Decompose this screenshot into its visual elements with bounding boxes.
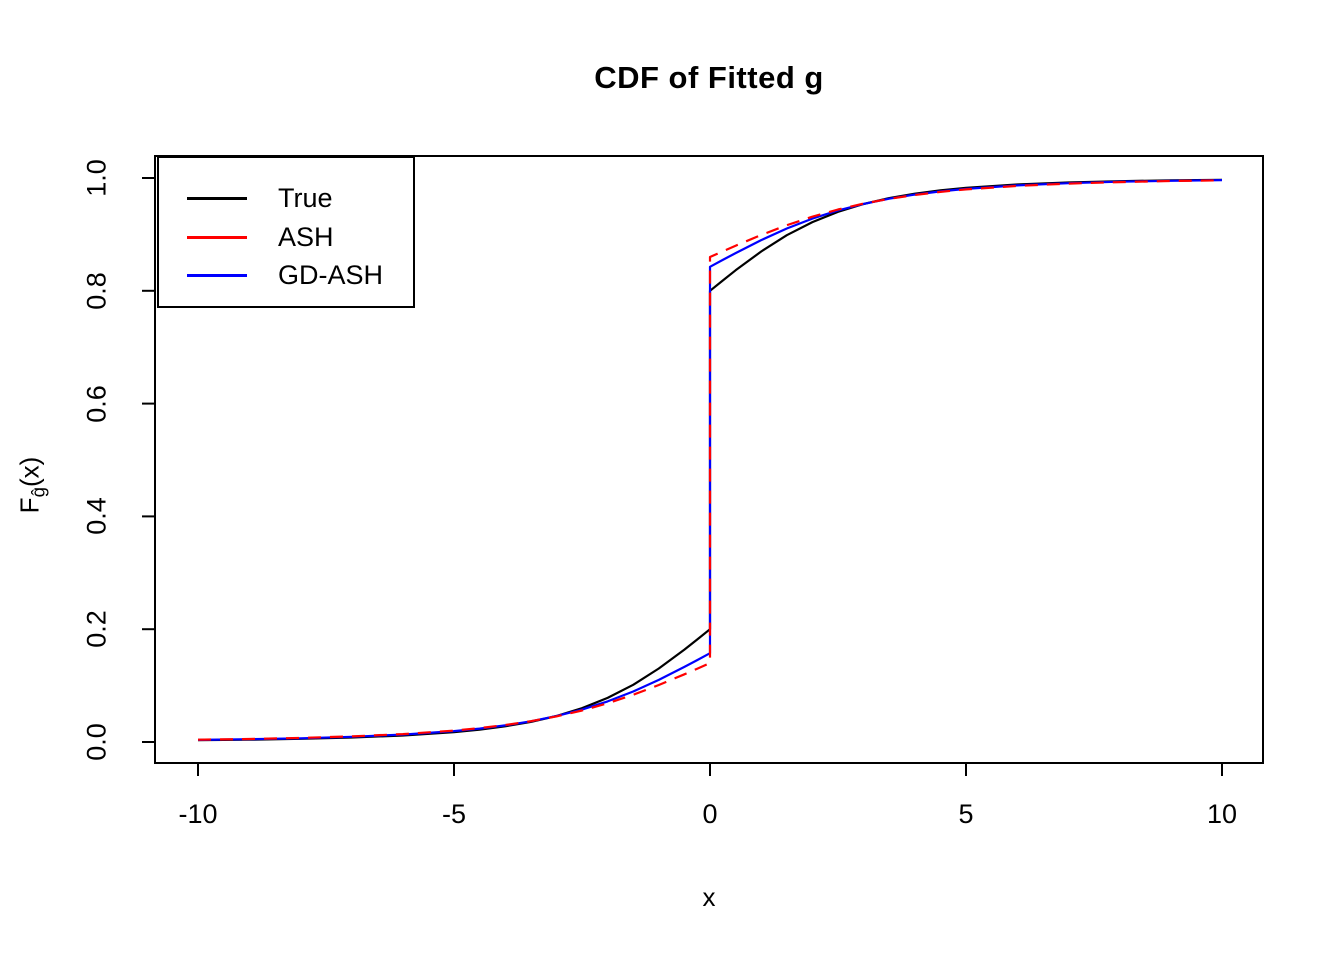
y-axis-title-suffix: (x)	[14, 456, 45, 488]
y-tick-label: 0.6	[81, 385, 112, 423]
legend-label: GD-ASH	[278, 260, 384, 290]
chart-title: CDF of Fitted g	[594, 60, 824, 95]
legend-label: True	[278, 183, 333, 213]
y-tick-label: 1.0	[81, 159, 112, 197]
x-tick-label: -10	[178, 799, 218, 829]
y-tick-label: 0.0	[81, 723, 112, 761]
plot-border	[154, 155, 1264, 764]
x-axis-title: x	[702, 882, 716, 912]
y-axis-title-subscript: ĝ	[27, 487, 49, 498]
y-tick-label: 0.4	[81, 497, 112, 535]
y-tick-label: 0.2	[81, 610, 112, 648]
legend-line-sample-gd-ash	[187, 274, 247, 277]
x-tick-label: -5	[441, 799, 466, 829]
x-tick-label: 0	[702, 799, 718, 829]
legend-entry-ash: ASH	[159, 222, 413, 252]
legend-box: True ASH GD-ASH	[157, 156, 415, 308]
legend-line-sample-ash	[187, 236, 247, 239]
legend-entry-true: True	[159, 183, 413, 213]
y-tick-label: 0.8	[81, 272, 112, 310]
legend-entry-gd-ash: GD-ASH	[159, 260, 413, 290]
legend-line-sample-true	[187, 197, 247, 200]
x-tick-label: 5	[958, 799, 974, 829]
y-axis-title-main: F	[14, 497, 45, 514]
series-line-ash	[197, 179, 1223, 741]
x-tick-label: 10	[1206, 799, 1238, 829]
legend-label: ASH	[278, 222, 334, 252]
